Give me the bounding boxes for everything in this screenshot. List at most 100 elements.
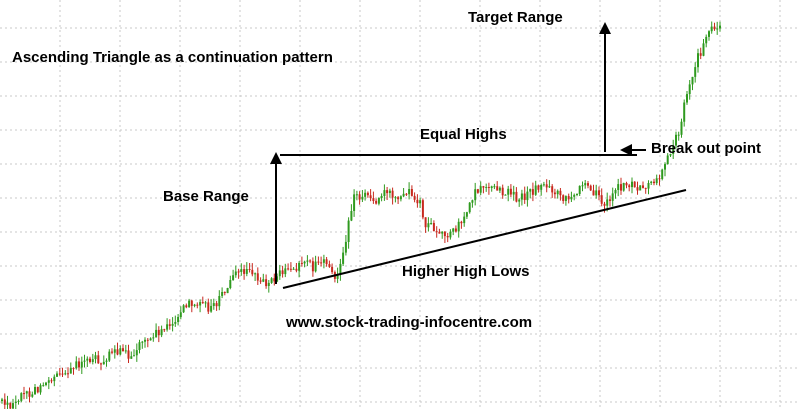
candle-body (67, 373, 69, 375)
candle-body (1, 399, 3, 401)
candle-body (53, 376, 56, 382)
candle-body (446, 236, 449, 238)
candle-body (64, 373, 67, 375)
candle-body (443, 231, 446, 237)
candle-body (633, 181, 636, 188)
candle-body (344, 241, 347, 253)
candle-body (69, 368, 72, 374)
candle-body (658, 178, 661, 180)
candle-body (278, 270, 281, 277)
candle-body (240, 269, 243, 272)
candle-body (413, 195, 416, 200)
candle-body (691, 76, 694, 85)
candle-body (542, 184, 545, 186)
candle-body (196, 304, 199, 306)
candle-body (567, 196, 570, 200)
candle-body (702, 43, 705, 56)
candle-body (589, 185, 592, 191)
candle-body (122, 348, 124, 351)
candle-body (298, 262, 301, 271)
candle-body (551, 186, 554, 193)
candle-body (578, 185, 581, 194)
candle-body (358, 194, 361, 200)
candle-body (14, 401, 17, 403)
candle-body (559, 190, 562, 196)
candle-body (625, 183, 628, 186)
candle-body (564, 196, 567, 201)
candle-body (171, 323, 174, 326)
candle-body (80, 361, 83, 368)
candle-body (449, 231, 452, 238)
candle-body (408, 189, 411, 195)
candle-body (537, 185, 540, 190)
candle-body (245, 269, 248, 274)
candle-body (218, 296, 221, 307)
candle-body (366, 192, 369, 196)
candle-body (468, 202, 471, 213)
candle-body (710, 26, 713, 32)
candle-body (309, 260, 312, 262)
candle-body (653, 181, 655, 184)
candle-body (699, 53, 702, 56)
candle-body (320, 262, 323, 264)
candle-body (496, 186, 499, 191)
candle-body (251, 269, 254, 275)
candle-body (680, 121, 683, 135)
candle-body (119, 348, 122, 355)
candle-body (487, 187, 490, 188)
candle-body (507, 188, 510, 195)
candle-body (133, 355, 135, 357)
candle-body (364, 192, 367, 197)
candle-body (377, 198, 380, 204)
candle-body (664, 164, 666, 170)
candle-body (529, 189, 532, 192)
candle-body (75, 361, 78, 369)
candle-body (553, 192, 556, 195)
candle-body (493, 186, 496, 188)
candle-body (17, 400, 20, 402)
candle-body (598, 190, 600, 196)
candle-body (20, 393, 23, 401)
candle-body (179, 312, 182, 318)
candle-body (650, 181, 653, 183)
support-line (282, 189, 687, 289)
candle-body (306, 260, 309, 262)
candle-body (611, 193, 614, 201)
candle-body (127, 350, 130, 359)
candle-body (592, 190, 595, 196)
candle-body (531, 189, 534, 195)
candle-body (157, 329, 160, 336)
candle-body (193, 304, 196, 306)
candle-body (72, 368, 75, 370)
candle-body (141, 341, 144, 343)
candle-body (485, 187, 488, 188)
candle-body (287, 268, 290, 270)
candle-body (78, 361, 80, 368)
candle-body (708, 31, 710, 37)
candle-body (265, 279, 268, 287)
candle-body (540, 185, 543, 190)
candle-body (160, 329, 163, 336)
candle-body (622, 183, 625, 191)
candle-body (350, 211, 353, 221)
candle-body (644, 187, 647, 189)
candle-body (523, 193, 526, 200)
candle-body (237, 271, 240, 273)
candle-body (12, 403, 14, 409)
candle-body (254, 273, 257, 275)
candle-body (545, 184, 548, 188)
candle-body (490, 186, 493, 188)
watermark-url: www.stock-trading-infocentre.com (285, 314, 532, 331)
candle-body (719, 25, 721, 29)
candle-body (303, 261, 306, 264)
candle-body (562, 195, 565, 201)
candle-body (190, 300, 193, 306)
candle-body (28, 391, 31, 397)
candle-body (177, 317, 180, 322)
candle-body (347, 220, 350, 242)
candle-body (501, 187, 504, 196)
candle-body (424, 217, 427, 228)
candle-body (3, 399, 6, 405)
candle-body (23, 393, 25, 395)
